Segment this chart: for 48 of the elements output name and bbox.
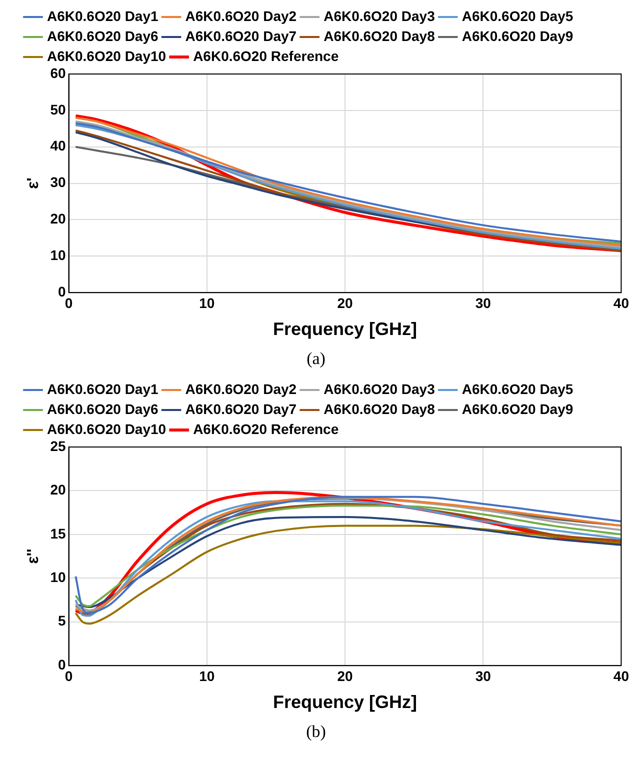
legend-label: A6K0.6O20 Reference bbox=[193, 48, 339, 64]
legend-label: A6K0.6O20 Day6 bbox=[47, 400, 159, 417]
x-axis-title: Frequency [GHz] bbox=[272, 692, 418, 712]
x-tick-label: 30 bbox=[475, 668, 492, 684]
x-tick-label: 20 bbox=[337, 668, 353, 684]
line-series bbox=[74, 524, 622, 625]
legend-label: A6K0.6O20 Day7 bbox=[185, 400, 297, 417]
y-tick-label: 50 bbox=[50, 101, 66, 118]
legend-label: A6K0.6O20 Day7 bbox=[185, 28, 297, 44]
text: (b) bbox=[305, 721, 327, 743]
y-axis-title: ε' bbox=[25, 178, 42, 190]
x-tick-label: 10 bbox=[199, 294, 215, 311]
y-tick-label: 0 bbox=[58, 283, 66, 300]
y-tick-label: 5 bbox=[58, 612, 66, 629]
legend-label: A6K0.6O20 Day5 bbox=[462, 8, 574, 24]
legend-label: A6K0.6O20 Day8 bbox=[324, 400, 436, 417]
text: (a) bbox=[306, 348, 326, 370]
y-tick-label: 30 bbox=[50, 174, 66, 190]
legend-label: A6K0.6O20 Day10 bbox=[47, 48, 166, 64]
y-tick-label: 20 bbox=[50, 482, 66, 498]
x-tick-label: 30 bbox=[475, 294, 492, 311]
x-tick-label: 10 bbox=[199, 668, 215, 684]
legend-label: A6K0.6O20 Day3 bbox=[324, 8, 436, 24]
legend-label: A6K0.6O20 Day6 bbox=[47, 28, 159, 44]
legend-label: A6K0.6O20 Day3 bbox=[324, 380, 436, 397]
x-axis-title: Frequency [GHz] bbox=[272, 319, 418, 340]
y-tick-label: 10 bbox=[50, 569, 66, 586]
x-tick-label: 20 bbox=[337, 294, 353, 311]
y-tick-label: 0 bbox=[58, 656, 66, 672]
y-tick-label: 15 bbox=[50, 525, 66, 542]
legend-label: A6K0.6O20 Day10 bbox=[47, 420, 166, 437]
legend-label: A6K0.6O20 Reference bbox=[193, 420, 339, 437]
legend-label: A6K0.6O20 Day5 bbox=[462, 380, 574, 397]
x-tick-label: 40 bbox=[613, 294, 630, 311]
legend-label: A6K0.6O20 Day9 bbox=[462, 400, 574, 417]
legend-label: A6K0.6O20 Day1 bbox=[47, 380, 159, 397]
legend-label: A6K0.6O20 Day2 bbox=[185, 380, 297, 397]
y-tick-label: 25 bbox=[50, 438, 66, 454]
y-tick-label: 60 bbox=[50, 64, 66, 81]
y-tick-label: 20 bbox=[50, 210, 66, 227]
legend-label: A6K0.6O20 Day8 bbox=[324, 28, 436, 44]
x-tick-label: 40 bbox=[613, 668, 630, 684]
legend-label: A6K0.6O20 Day2 bbox=[185, 8, 297, 24]
y-tick-label: 10 bbox=[50, 247, 66, 264]
legend-label: A6K0.6O20 Day9 bbox=[462, 28, 574, 44]
legend-label: A6K0.6O20 Day1 bbox=[47, 8, 159, 24]
y-axis-title: ε'' bbox=[25, 548, 42, 564]
y-tick-label: 40 bbox=[50, 138, 66, 154]
